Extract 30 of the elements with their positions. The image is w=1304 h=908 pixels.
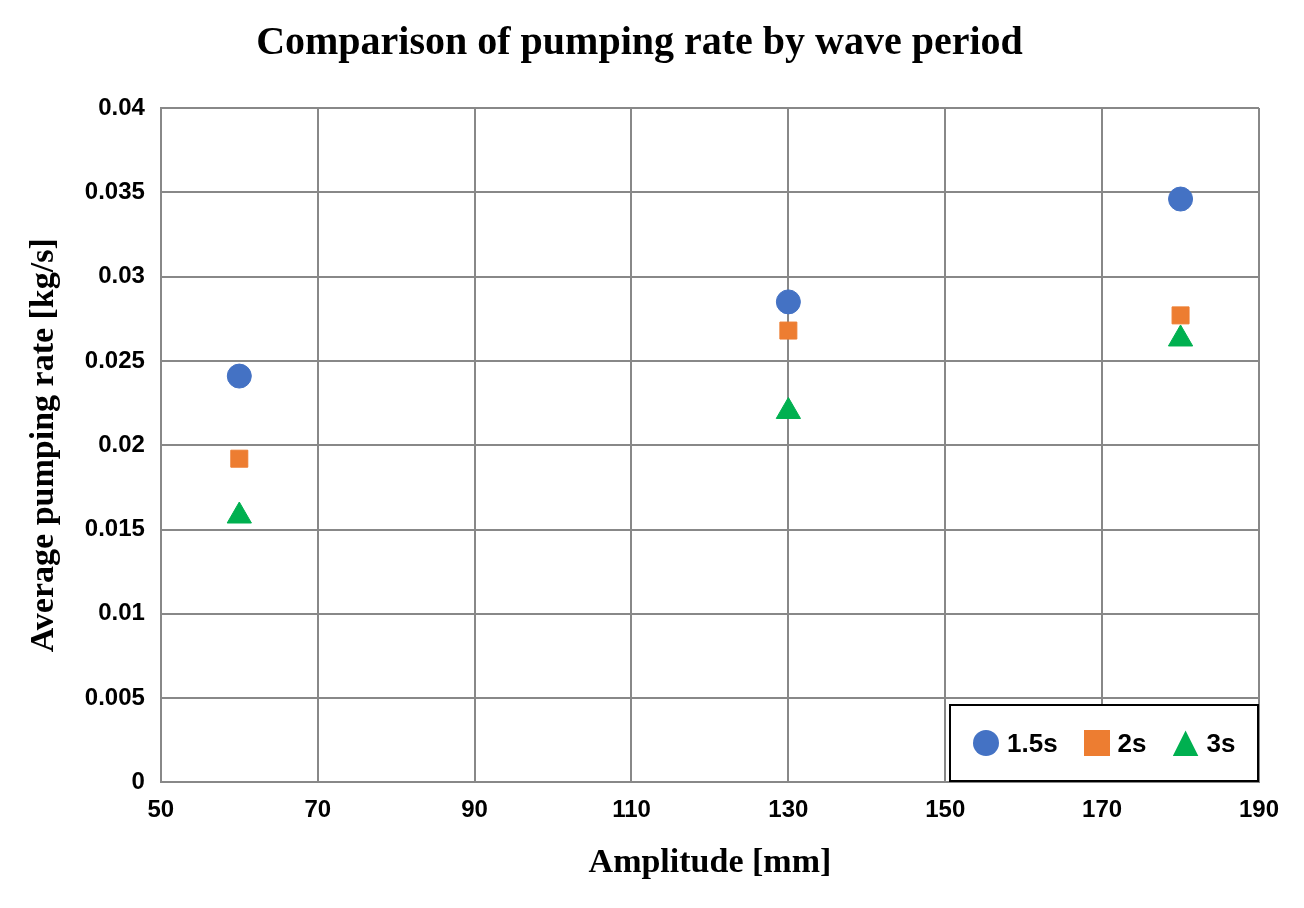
- x-tick-label: 190: [1238, 795, 1280, 823]
- x-tick-label: 150: [925, 795, 966, 823]
- x-tick-label: 90: [461, 795, 488, 823]
- point: [226, 501, 252, 524]
- y-tick-label: 0.015: [84, 514, 145, 542]
- point: [1171, 306, 1190, 325]
- x-tick-label: 50: [147, 795, 175, 823]
- x-tick-label: 70: [304, 795, 332, 823]
- x-tick-label: 130: [768, 795, 809, 823]
- y-tick-label: 0.03: [98, 261, 145, 289]
- point: [775, 289, 801, 315]
- legend-label: 1.5s: [1007, 727, 1058, 759]
- x-tick-label: 110: [612, 795, 651, 823]
- y-tick-label: 0: [131, 767, 145, 795]
- y-tick-label: 0.035: [84, 176, 145, 204]
- point: [226, 363, 252, 389]
- y-tick-label: 0.01: [98, 598, 145, 626]
- y-axis-title: Average pumping rate [kg/s]: [23, 238, 61, 653]
- point: [230, 449, 249, 468]
- y-tick-label: 0.025: [84, 345, 145, 373]
- y-tick-label: 0.04: [98, 92, 146, 120]
- point: [1168, 186, 1194, 212]
- y-tick-label: 0.02: [98, 429, 145, 457]
- legend-label: 2s: [1117, 727, 1147, 759]
- y-tick-label: 0.005: [84, 682, 145, 710]
- point: [779, 321, 798, 340]
- x-tick-label: 170: [1082, 795, 1123, 823]
- x-axis-title: Amplitude [mm]: [588, 842, 832, 880]
- legend-label: 3s: [1206, 727, 1236, 759]
- chart-title: Comparison of pumping rate by wave period: [256, 18, 1023, 64]
